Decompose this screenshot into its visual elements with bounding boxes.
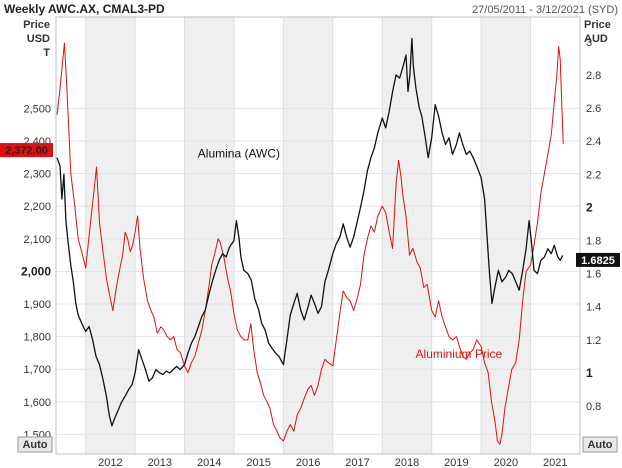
left-axis-title-line-2: USD (27, 33, 50, 45)
grid-lines (56, 17, 580, 454)
left-auto-button[interactable]: Auto (17, 436, 53, 453)
x-tick-label: 2019 (444, 457, 468, 468)
right-auto-label: Auto (587, 439, 612, 451)
left-tick-label: 1,700 (23, 364, 51, 376)
left-auto-label: Auto (22, 439, 47, 451)
left-axis-title-line-1: Price (23, 19, 50, 31)
right-tick-label: 2.6 (586, 103, 601, 115)
right-tick-label: 1.8 (586, 235, 601, 247)
right-axis-title-line-1: Price (584, 19, 611, 31)
alumina-awc-line (56, 37, 564, 427)
left-axis-title-line-3: T (43, 47, 50, 59)
right-tick-label: 3 (586, 37, 592, 49)
right-tick-label: 2.8 (586, 70, 601, 82)
right-tick-label: 0.8 (586, 401, 601, 413)
year-band-2016 (283, 17, 333, 454)
right-tick-label: 1.4 (586, 302, 601, 314)
aluminium-price-line (56, 42, 564, 445)
right-tick-label: 2.2 (586, 169, 601, 181)
x-tick-label: 2017 (345, 457, 369, 468)
alumina-label: Alumina (AWC) (198, 147, 280, 161)
right-tick-label: 2 (586, 200, 593, 214)
x-tick-label: 2016 (296, 457, 320, 468)
right-tick-label: 1 (586, 366, 593, 380)
x-tick-label: 2018 (395, 457, 419, 468)
x-tick-label: 2020 (494, 457, 518, 468)
x-tick-label: 2012 (98, 457, 122, 468)
left-tick-label: 1,600 (23, 397, 51, 409)
annotations: Alumina (AWC) Aluminium Price (198, 147, 503, 361)
year-band-2014 (184, 17, 234, 454)
left-tick-label: 2,000 (21, 264, 51, 278)
year-band-2012 (85, 17, 136, 454)
year-band-2020 (481, 17, 531, 454)
year-band-2018 (382, 17, 432, 454)
left-tick-label: 2,100 (23, 234, 51, 246)
x-tick-label: 2021 (543, 457, 567, 468)
year-band-shading (85, 17, 531, 454)
price-markers: 2,372.00 1.6825 (0, 143, 620, 267)
chart-title: Weekly AWC.AX, CMAL3-PD (4, 2, 165, 16)
x-tick-label: 2013 (148, 457, 172, 468)
x-tick-label: 2014 (197, 457, 221, 468)
left-tick-label: 1,800 (23, 332, 51, 344)
left-tick-label: 2,300 (23, 169, 51, 181)
left-tick-label: 2,500 (23, 103, 51, 115)
series-layer (56, 37, 564, 445)
right-tick-label: 1.2 (586, 335, 601, 347)
right-price-marker (576, 252, 620, 267)
axes: 1,5001,6001,7001,8001,9002,0002,1002,200… (21, 37, 601, 468)
left-tick-label: 1,900 (23, 299, 51, 311)
right-price-marker-label: 1.6825 (581, 255, 615, 267)
aluminium-price-label: Aluminium Price (416, 347, 503, 361)
right-auto-button[interactable]: Auto (582, 436, 618, 453)
right-axis-title-line-2: AUD (584, 33, 608, 45)
plot-frame (55, 16, 581, 455)
x-tick-label: 2015 (246, 457, 270, 468)
right-tick-label: 1.6 (586, 269, 601, 281)
left-price-marker-label: 2,372.00 (5, 145, 48, 157)
date-range: 27/05/2011 - 3/12/2021 (SYD) (472, 4, 618, 16)
right-tick-label: 2.4 (586, 136, 601, 148)
left-tick-label: 2,200 (23, 201, 51, 213)
left-price-marker (0, 143, 53, 158)
